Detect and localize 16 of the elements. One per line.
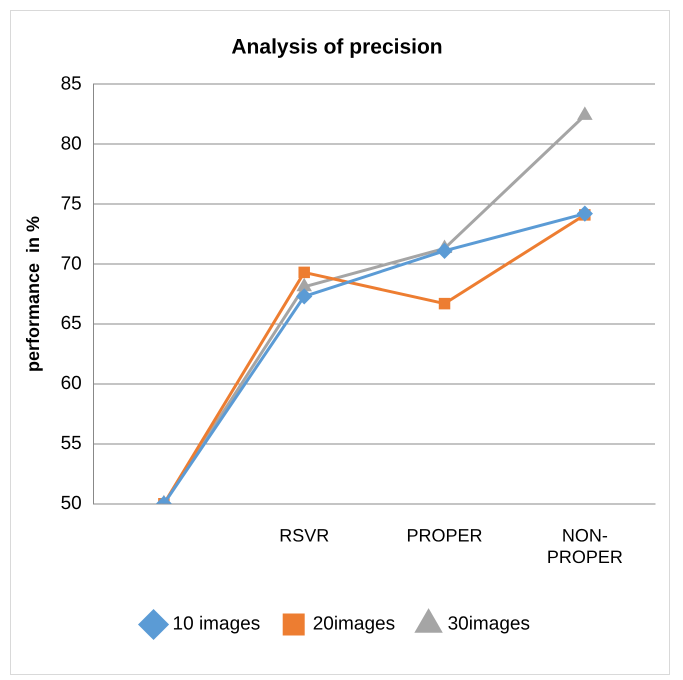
y-tick-label: 80: [60, 133, 82, 154]
legend-label: 10 images: [172, 614, 260, 635]
y-tick-label: 65: [60, 313, 82, 334]
chart-title: Analysis of precision: [231, 35, 443, 58]
x-tick-label: NON-PROPER: [546, 526, 623, 568]
x-tick-label: PROPER: [406, 526, 483, 546]
y-tick-label: 75: [60, 193, 82, 214]
y-tick-label: 50: [60, 493, 82, 514]
y-tick-label: 85: [60, 73, 82, 94]
legend-label: 30images: [448, 614, 530, 635]
y-tick-label: 60: [60, 373, 82, 394]
y-tick-label: 55: [60, 433, 82, 454]
y-tick-label: 70: [60, 253, 82, 274]
legend-label: 20images: [312, 614, 396, 635]
y-axis-title: performance in %: [22, 216, 43, 372]
x-tick-label: RSVR: [279, 526, 330, 546]
